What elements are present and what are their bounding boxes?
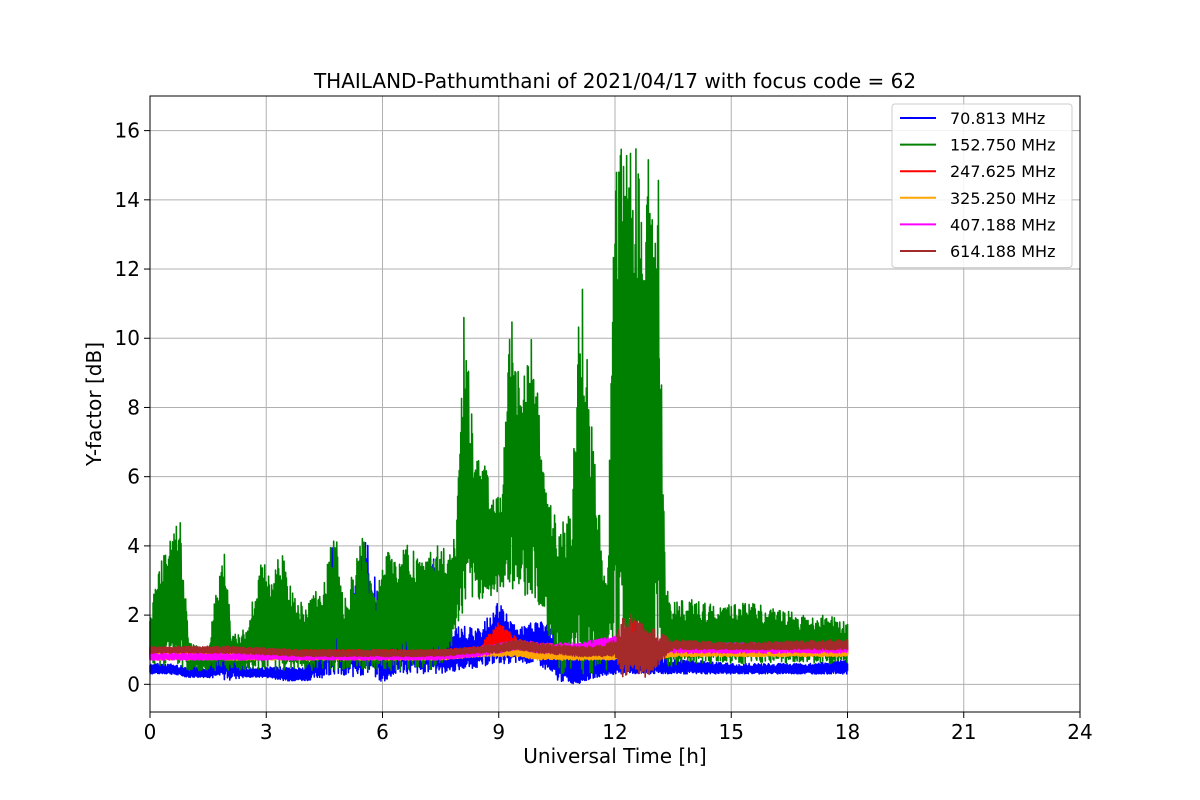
y-axis-label: Y-factor [dB]: [82, 342, 106, 467]
y-tick-label: 0: [127, 672, 140, 696]
x-tick-label: 21: [951, 720, 976, 744]
x-axis: 0 3 6 9 12 15 18 21 24: [144, 712, 1093, 744]
series-line-5: [149, 613, 849, 678]
x-tick-label: 24: [1067, 720, 1092, 744]
legend-label: 247.625 MHz: [950, 162, 1055, 181]
series-line-1: [149, 148, 849, 675]
x-tick-label: 9: [492, 720, 505, 744]
x-tick-label: 18: [835, 720, 860, 744]
legend-label: 152.750 MHz: [950, 136, 1055, 155]
y-tick-label: 8: [127, 395, 140, 419]
x-axis-label: Universal Time [h]: [523, 744, 706, 768]
y-tick-label: 4: [127, 534, 140, 558]
x-tick-label: 6: [376, 720, 389, 744]
chart-title: THAILAND-Pathumthani of 2021/04/17 with …: [313, 69, 916, 93]
y-tick-label: 10: [115, 326, 140, 350]
legend-box: [891, 103, 1073, 269]
legend-label: 325.250 MHz: [950, 189, 1055, 208]
legend-label: 70.813 MHz: [950, 109, 1045, 128]
y-tick-label: 6: [127, 465, 140, 489]
x-tick-label: 12: [602, 720, 627, 744]
y-tick-label: 2: [127, 603, 140, 627]
y-axis: 0 2 4 6 8 10 12 14 16: [115, 119, 150, 696]
plot-data: [149, 148, 849, 685]
legend: 70.813 MHz 152.750 MHz 247.625 MHz 325.250 …: [891, 103, 1073, 269]
x-tick-label: 3: [260, 720, 273, 744]
y-tick-label: 12: [115, 257, 140, 281]
x-tick-label: 0: [144, 720, 157, 744]
x-tick-label: 15: [719, 720, 744, 744]
legend-label: 614.188 MHz: [950, 242, 1055, 261]
y-tick-label: 16: [115, 119, 140, 143]
legend-label: 407.188 MHz: [950, 215, 1055, 234]
y-tick-label: 14: [115, 188, 140, 212]
